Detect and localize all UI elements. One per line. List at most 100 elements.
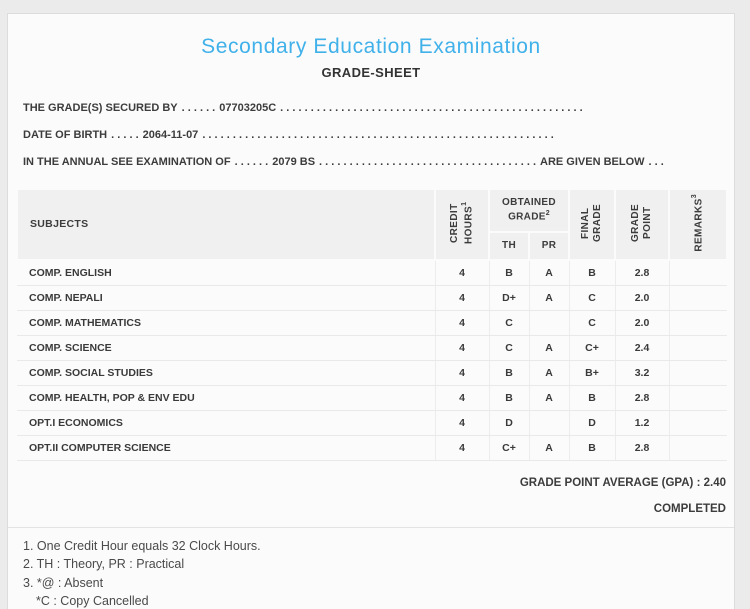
dotted-leader: . . . . .: [111, 129, 139, 141]
final-grade-cell: B: [568, 259, 615, 286]
practical-grade-cell: A: [528, 435, 569, 461]
result-summary: GRADE POINT AVERAGE (GPA) : 2.40 COMPLET…: [16, 477, 726, 515]
credit-hours-cell: 4: [434, 410, 489, 436]
credit-hours-cell: 4: [434, 435, 489, 461]
final-grade-cell: B+: [568, 360, 615, 386]
subject-cell: COMP. MATHEMATICS: [17, 310, 435, 336]
practical-grade-cell: A: [528, 385, 569, 411]
practical-grade-cell: A: [528, 360, 569, 386]
credit-hours-cell: 4: [434, 310, 489, 336]
dotted-leader: . . . . . . . . . . . . . . . . . . . . …: [202, 129, 554, 141]
table-row: OPT.II COMPUTER SCIENCE 4 C+ A B 2.8: [17, 435, 727, 461]
grades-table: SUBJECTS CREDIT HOURS1 OBTAINED GRADE2 F…: [16, 188, 728, 461]
date-of-birth-value: 2064-11-07: [142, 129, 199, 141]
subject-cell: COMP. SCIENCE: [17, 335, 435, 361]
remarks-cell: [668, 335, 727, 361]
symbol-number-value: 07703205C: [219, 102, 277, 114]
gpa-value-line: GRADE POINT AVERAGE (GPA) : 2.40: [519, 476, 726, 489]
table-row: COMP. ENGLISH 4 B A B 2.8: [17, 259, 727, 286]
subject-cell: COMP. NEPALI: [17, 285, 435, 311]
remarks-cell: [668, 259, 727, 286]
theory-grade-cell: B: [488, 385, 529, 411]
dotted-leader: . . . . . . . . . . . . . . . . . . . . …: [280, 102, 583, 114]
obtained-grade-column-header: OBTAINED GRADE2: [488, 188, 570, 233]
final-grade-column-header: FINAL GRADE: [568, 188, 616, 261]
practical-grade-cell: A: [528, 335, 569, 361]
credit-hours-cell: 4: [434, 385, 489, 411]
examination-year-label: IN THE ANNUAL SEE EXAMINATION OF: [23, 156, 231, 168]
obtained-grade-footnote-ref: 2: [545, 209, 550, 217]
subject-cell: OPT.I ECONOMICS: [17, 410, 435, 436]
grade-point-header-label: GRADE POINT: [630, 203, 653, 242]
final-grade-cell: C: [568, 310, 615, 336]
final-grade-cell: C: [568, 285, 615, 311]
subjects-column-header: SUBJECTS: [16, 188, 436, 261]
credit-hours-column-header: CREDIT HOURS1: [434, 188, 490, 261]
subject-cell: COMP. ENGLISH: [17, 259, 435, 286]
grade-point-cell: 2.0: [614, 310, 669, 336]
table-row: COMP. SCIENCE 4 C A C+ 2.4: [17, 335, 727, 361]
table-row: OPT.I ECONOMICS 4 D D 1.2: [17, 410, 727, 436]
subject-cell: COMP. SOCIAL STUDIES: [17, 360, 435, 386]
footnote-absent: 3. *@ : Absent: [23, 575, 104, 590]
grades-table-header: SUBJECTS CREDIT HOURS1 OBTAINED GRADE2 F…: [16, 188, 728, 261]
final-grade-cell: D: [568, 410, 615, 436]
table-row: COMP. HEALTH, POP & ENV EDU 4 B A B 2.8: [17, 385, 727, 411]
grade-sheet-heading: GRADE-SHEET: [321, 65, 421, 80]
grade-point-cell: 2.0: [614, 285, 669, 311]
are-given-below-label: ARE GIVEN BELOW: [540, 156, 645, 168]
examination-year-line: IN THE ANNUAL SEE EXAMINATION OF. . . . …: [16, 149, 726, 176]
footnote-copy-cancelled: *C : Copy Cancelled: [36, 594, 149, 609]
remarks-cell: [668, 385, 727, 411]
grade-point-cell: 2.4: [614, 335, 669, 361]
final-grade-cell: C+: [568, 335, 615, 361]
footnote-th-pr: 2. TH : Theory, PR : Practical: [23, 557, 185, 572]
final-grade-cell: B: [568, 385, 615, 411]
remarks-column-header: REMARKS3: [668, 188, 728, 261]
practical-subcolumn-header: PR: [528, 230, 570, 261]
final-grade-cell: B: [568, 435, 615, 461]
subject-cell: OPT.II COMPUTER SCIENCE: [17, 435, 435, 461]
date-of-birth-line: DATE OF BIRTH. . . . . 2064-11-07. . . . …: [16, 122, 726, 149]
remarks-footnote-ref: 3: [690, 194, 698, 199]
table-row: COMP. SOCIAL STUDIES 4 B A B+ 3.2: [17, 360, 727, 386]
table-row: COMP. NEPALI 4 D+ A C 2.0: [17, 285, 727, 311]
credit-hours-cell: 4: [434, 335, 489, 361]
remarks-cell: [668, 435, 727, 461]
credit-hours-cell: 4: [434, 259, 489, 286]
theory-subcolumn-header: TH: [488, 230, 530, 261]
dotted-leader: . . . . . .: [181, 102, 216, 114]
practical-grade-cell: A: [528, 259, 569, 286]
theory-grade-cell: C: [488, 310, 529, 336]
examination-year-value: 2079 BS: [272, 156, 316, 168]
theory-grade-cell: D+: [488, 285, 529, 311]
grades-secured-by-line: THE GRADE(S) SECURED BY. . . . . . 077032…: [16, 95, 726, 122]
remarks-cell: [668, 410, 727, 436]
page: { "header": { "title": "Secondary Educat…: [0, 13, 750, 609]
grade-point-cell: 3.2: [614, 360, 669, 386]
practical-grade-cell: [528, 310, 569, 336]
theory-grade-cell: B: [488, 360, 529, 386]
result-status: COMPLETED: [653, 502, 726, 515]
remarks-header-label: REMARKS: [693, 198, 705, 252]
grades-secured-by-label: THE GRADE(S) SECURED BY: [23, 102, 178, 114]
footnotes: 1. One Credit Hour equals 32 Clock Hours…: [8, 526, 734, 609]
theory-grade-cell: B: [488, 259, 529, 286]
dotted-leader: . . .: [648, 156, 664, 168]
credit-hours-header-label: CREDIT HOURS: [448, 203, 475, 245]
theory-grade-cell: D: [488, 410, 529, 436]
obtained-grade-header-label: OBTAINED GRADE: [502, 197, 556, 223]
practical-grade-cell: [528, 410, 569, 436]
dotted-leader: . . . . . .: [234, 156, 269, 168]
credit-hours-cell: 4: [434, 360, 489, 386]
date-of-birth-label: DATE OF BIRTH: [23, 129, 108, 141]
grade-point-cell: 1.2: [614, 410, 669, 436]
final-grade-header-label: FINAL GRADE: [580, 203, 603, 242]
grade-point-cell: 2.8: [614, 385, 669, 411]
subject-cell: COMP. HEALTH, POP & ENV EDU: [17, 385, 435, 411]
remarks-cell: [668, 360, 727, 386]
table-row: COMP. MATHEMATICS 4 C C 2.0: [17, 310, 727, 336]
grade-sheet-card: Secondary Education Examination GRADE-SH…: [7, 13, 735, 609]
theory-grade-cell: C: [488, 335, 529, 361]
grades-table-body: COMP. ENGLISH 4 B A B 2.8 COMP. NEPALI 4 D+ A C 2.…: [17, 259, 727, 461]
